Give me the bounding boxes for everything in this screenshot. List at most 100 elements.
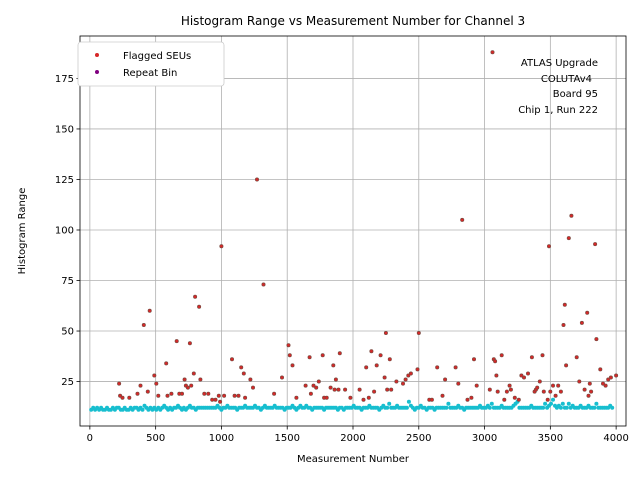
y-tick-label: 75 (61, 276, 74, 287)
flagged-seu-point-core (337, 388, 340, 391)
y-tick-label: 25 (61, 377, 74, 388)
flagged-series-points (117, 50, 619, 404)
flagged-seu-point-core (541, 354, 544, 357)
annotation-line-1: ATLAS Upgrade (521, 58, 598, 69)
flagged-seu-point-core (470, 396, 473, 400)
flagged-seu-point-core (500, 354, 504, 357)
y-tick-label: 175 (55, 74, 74, 85)
baseline-point (404, 405, 409, 410)
flagged-seu-point-core (604, 384, 607, 387)
flagged-seu-point-core (401, 382, 405, 385)
flagged-seu-point-core (312, 384, 315, 387)
flagged-seu-point-core (588, 382, 592, 385)
flagged-seu-point-core (362, 398, 365, 402)
flagged-seu-point-core (322, 396, 326, 400)
flagged-seu-point-core (551, 384, 555, 387)
baseline-point (446, 401, 451, 406)
y-tick-label: 150 (55, 124, 74, 135)
y-tick-label: 100 (55, 225, 74, 236)
flagged-seu-point-core (583, 388, 586, 391)
flagged-seu-point-core (547, 244, 551, 248)
flagged-seu-point-core (567, 236, 571, 240)
flagged-seu-point-core (186, 386, 190, 389)
flagged-seu-point-core (517, 398, 521, 402)
baseline-point (551, 397, 555, 402)
annotation-line-2: COLUTAv4 (541, 74, 592, 85)
flagged-seu-point-core (460, 218, 464, 222)
flagged-seu-point-core (166, 394, 169, 398)
flagged-seu-point-core (388, 358, 392, 361)
flagged-seu-point-core (435, 366, 439, 369)
baseline-point (560, 401, 565, 406)
y-axis-label: Histogram Range (17, 188, 28, 275)
flagged-seu-point-core (139, 384, 142, 387)
flagged-seu-point-core (338, 352, 342, 355)
flagged-seu-point-core (509, 388, 513, 391)
flagged-seu-point-core (164, 362, 168, 365)
axis-ticks: 0 500 1000 1500 2000 2500 3000 3500 4000 25 50 75 10… (55, 74, 629, 444)
flagged-seu-point-core (262, 283, 265, 286)
flagged-seu-point-core (329, 386, 332, 389)
flagged-seu-point-core (409, 372, 413, 375)
flagged-seu-point-core (333, 388, 336, 391)
flagged-seu-point-core (183, 378, 186, 381)
flagged-seu-point-core (364, 366, 368, 369)
baseline-point (444, 405, 449, 410)
x-tick-label: 500 (146, 433, 165, 444)
grid-lines (80, 36, 626, 426)
flagged-seu-point-core (562, 323, 565, 327)
flagged-seu-point-core (587, 394, 590, 398)
flagged-seu-point-core (488, 388, 492, 391)
x-tick-label: 0 (87, 433, 93, 444)
flagged-seu-point-core (180, 392, 184, 396)
flagged-seu-point-core (526, 372, 530, 375)
baseline-point (592, 405, 597, 410)
flagged-seu-point-core (443, 378, 447, 381)
legend-label-flagged-seus: Flagged SEUs (123, 51, 191, 62)
flagged-seu-point-core (349, 396, 352, 400)
annotation-block: ATLAS Upgrade COLUTAv4 Board 95 Chip 1, … (518, 58, 598, 116)
baseline-point (594, 401, 599, 406)
flagged-seu-point-core (513, 396, 517, 400)
flagged-seu-point-core (304, 384, 307, 387)
flagged-seu-point-core (332, 364, 335, 367)
flagged-seu-point-core (495, 374, 498, 377)
flagged-seu-point-core (188, 341, 192, 345)
flagged-seu-point-core (197, 305, 201, 309)
flagged-seu-point-core (457, 382, 460, 385)
flagged-seu-point-core (146, 390, 150, 393)
flagged-seu-point-core (614, 374, 618, 377)
x-tick-label: 1000 (209, 433, 234, 444)
flagged-seu-point-core (585, 311, 589, 315)
baseline-point (140, 407, 145, 412)
flagged-seu-point-core (564, 364, 568, 367)
flagged-seu-point-core (207, 392, 210, 396)
flagged-seu-point-core (542, 390, 546, 393)
flagged-seu-point-core (407, 374, 410, 377)
flagged-seu-point-core (417, 331, 421, 335)
flagged-seu-point-core (243, 396, 247, 400)
flagged-seu-point-core (308, 356, 311, 359)
y-tick-label: 50 (61, 327, 74, 338)
annotation-line-3: Board 95 (553, 89, 598, 100)
baseline-point (558, 405, 563, 410)
flagged-seu-point-core (233, 394, 236, 398)
x-tick-label: 1500 (274, 433, 299, 444)
flagged-seu-point-core (295, 396, 298, 400)
flagged-seu-point-core (175, 339, 178, 343)
legend-marker-flagged-seus (95, 53, 99, 57)
flagged-seu-point-core (210, 398, 214, 402)
flagged-seu-point-core (559, 390, 563, 393)
x-tick-label: 2500 (406, 433, 431, 444)
flagged-seu-point-core (189, 384, 193, 387)
flagged-seu-point-core (314, 386, 318, 389)
flagged-seu-point-core (475, 384, 479, 387)
flagged-seu-point-core (148, 309, 151, 313)
baseline-point (489, 401, 494, 406)
flagged-seu-point-core (599, 368, 602, 371)
flagged-seu-point-core (538, 380, 542, 383)
baseline-point (387, 401, 392, 406)
flagged-seu-point-core (491, 50, 494, 54)
x-tick-label: 3000 (472, 433, 497, 444)
